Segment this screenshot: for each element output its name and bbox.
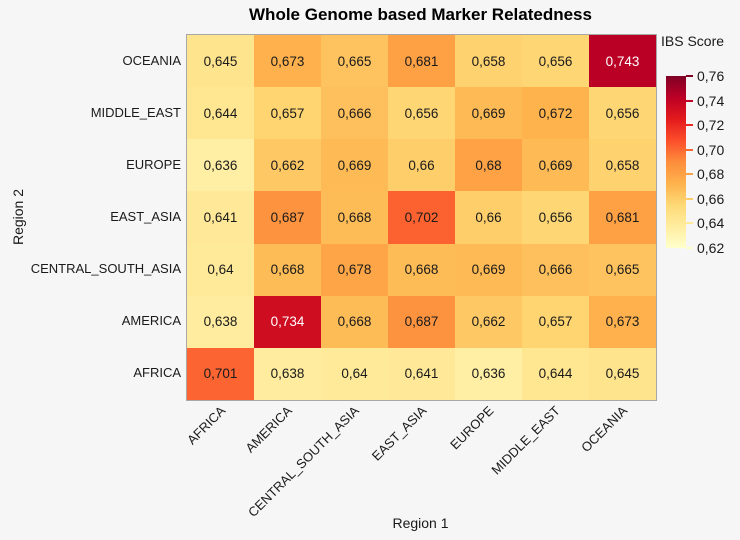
heatmap-cell: 0,638 xyxy=(254,347,321,400)
heatmap-cell: 0,636 xyxy=(187,139,254,192)
heatmap-cell: 0,743 xyxy=(589,35,656,88)
x-tick-label: OCEANIA xyxy=(578,403,631,455)
heatmap-cell: 0,66 xyxy=(388,139,455,192)
heatmap-cell: 0,658 xyxy=(589,139,656,192)
heatmap-cell: 0,657 xyxy=(254,87,321,140)
y-tick-label: EAST_ASIA xyxy=(110,208,181,224)
heatmap-cell: 0,666 xyxy=(522,243,589,296)
heatmap-cell: 0,656 xyxy=(388,87,455,140)
colorbar-tick-label: 0,68 xyxy=(697,166,725,183)
heatmap-cell: 0,681 xyxy=(589,191,656,244)
heatmap-cell: 0,641 xyxy=(388,347,455,400)
heatmap-cell: 0,665 xyxy=(589,243,656,296)
y-tick-label: MIDDLE_EAST xyxy=(90,104,181,120)
heatmap-cell: 0,678 xyxy=(321,243,388,296)
heatmap-cell: 0,669 xyxy=(321,139,388,192)
heatmap-cell: 0,665 xyxy=(321,35,388,88)
y-axis-title: Region 2 xyxy=(10,188,26,246)
heatmap-cell: 0,68 xyxy=(455,139,522,192)
colorbar-tick xyxy=(686,247,693,249)
colorbar-tick xyxy=(686,75,693,77)
colorbar-tick-label: 0,76 xyxy=(697,68,725,84)
colorbar-tick-label: 0,64 xyxy=(697,215,725,232)
y-tick-label: CENTRAL_SOUTH_ASIA xyxy=(30,261,181,277)
heatmap-cell: 0,656 xyxy=(522,191,589,244)
y-tick-label: AMERICA xyxy=(121,313,181,329)
colorbar-tick xyxy=(686,148,693,151)
chart-title: Whole Genome based Marker Relatedness xyxy=(249,5,592,24)
heatmap-cell: 0,681 xyxy=(388,35,455,88)
colorbar-tick-label: 0,74 xyxy=(697,92,725,109)
heatmap-cell: 0,66 xyxy=(455,191,522,244)
x-tick-label: CENTRAL_SOUTH_ASIA xyxy=(245,403,363,520)
legend-title: IBS Score xyxy=(661,33,725,49)
heatmap-cell: 0,656 xyxy=(589,87,656,140)
colorbar-tick xyxy=(686,124,693,127)
x-axis-title: Region 1 xyxy=(392,515,449,531)
x-tick-label: MIDDLE_EAST xyxy=(488,403,564,478)
heatmap-cell: 0,734 xyxy=(254,295,321,348)
heatmap-cell: 0,656 xyxy=(522,35,589,88)
heatmap-cell: 0,669 xyxy=(522,139,589,192)
heatmap-cell: 0,64 xyxy=(187,243,254,296)
heatmap-cell: 0,64 xyxy=(321,347,388,400)
heatmap-cell: 0,666 xyxy=(321,87,388,140)
colorbar-tick xyxy=(686,222,693,225)
heatmap-cell: 0,662 xyxy=(254,139,321,192)
colorbar-tick xyxy=(686,197,693,200)
colorbar-tick-label: 0,70 xyxy=(697,141,725,158)
heatmap-cell: 0,673 xyxy=(589,295,656,348)
heatmap-cell: 0,644 xyxy=(522,347,589,400)
x-tick-label: EAST_ASIA xyxy=(368,403,430,464)
heatmap-cell: 0,672 xyxy=(522,87,589,140)
colorbar-tick-label: 0,66 xyxy=(697,190,725,207)
heatmap-cell: 0,662 xyxy=(455,295,522,348)
heatmap-cell: 0,638 xyxy=(187,295,254,348)
heatmap-cell: 0,641 xyxy=(187,191,254,244)
colorbar-gradient xyxy=(666,76,686,248)
heatmap-cell: 0,657 xyxy=(522,295,589,348)
heatmap-cell: 0,658 xyxy=(455,35,522,88)
heatmap-cell: 0,687 xyxy=(254,191,321,244)
x-tick-label: AFRICA xyxy=(183,403,229,448)
heatmap-cell: 0,645 xyxy=(589,347,656,400)
heatmap-cell: 0,669 xyxy=(455,243,522,296)
heatmap-cell: 0,668 xyxy=(321,295,388,348)
heatmap-cell: 0,636 xyxy=(455,347,522,400)
x-tick-label: EUROPE xyxy=(446,403,497,453)
heatmap-cell: 0,687 xyxy=(388,295,455,348)
heatmap-cell: 0,644 xyxy=(187,87,254,140)
heatmap-grid: 0,645 0,673 0,665 0,681 0,658 0,656 0,743 0,644… xyxy=(186,34,657,401)
y-tick-label: EUROPE xyxy=(126,156,181,172)
colorbar-tick xyxy=(686,173,693,176)
colorbar-tick-label: 0,62 xyxy=(697,240,725,256)
heatmap-cell: 0,645 xyxy=(187,35,254,88)
colorbar-tick xyxy=(686,99,693,102)
heatmap-cell: 0,668 xyxy=(321,191,388,244)
colorbar-tick-label: 0,72 xyxy=(697,117,725,134)
x-tick-label: AMERICA xyxy=(242,403,296,456)
heatmap-cell: 0,701 xyxy=(187,347,254,400)
heatmap-cell: 0,702 xyxy=(388,191,455,244)
heatmap-cell: 0,668 xyxy=(254,243,321,296)
heatmap-cell: 0,668 xyxy=(388,243,455,296)
y-tick-label: AFRICA xyxy=(133,365,181,381)
heatmap-cell: 0,669 xyxy=(455,87,522,140)
heatmap-cell: 0,673 xyxy=(254,35,321,88)
y-tick-label: OCEANIA xyxy=(122,52,181,68)
